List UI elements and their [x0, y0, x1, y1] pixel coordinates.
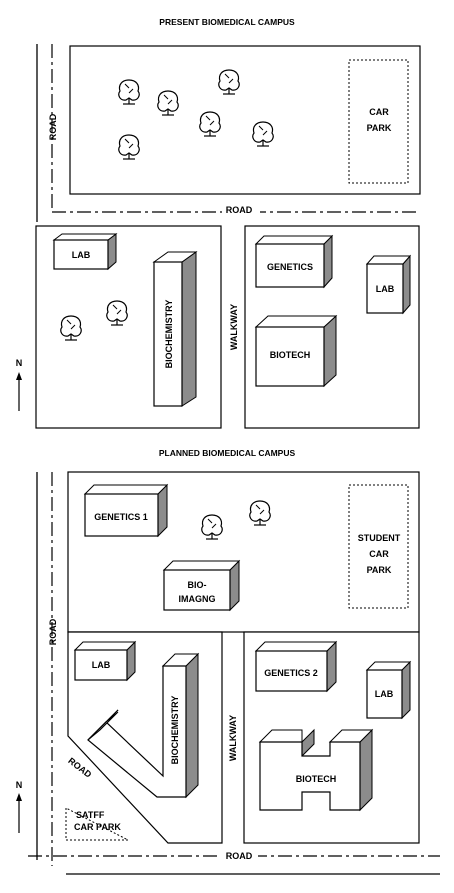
- present-title: PRESENT BIOMEDICAL CAMPUS: [159, 17, 295, 27]
- planned-genetics-2: [255, 650, 328, 692]
- present-north-label: N: [16, 358, 23, 368]
- present-road-south-label: ROAD: [226, 205, 253, 215]
- planned-road-west-label: ROAD: [48, 618, 58, 645]
- present-car-park: [348, 59, 409, 184]
- planned-student-car-park-label-3: PARK: [367, 565, 392, 575]
- planned-biochemistry-label: BIOCHEMISTRY: [170, 696, 180, 765]
- planned-bio-imaging-label-1: BIO-: [188, 580, 207, 590]
- present-genetics: [255, 243, 325, 288]
- present-biochemistry-label: BIOCHEMISTRY: [164, 300, 174, 369]
- present-lab-label: LAB: [72, 250, 91, 260]
- present-biotech-label: BIOTECH: [270, 350, 311, 360]
- north-arrow-icon: [16, 372, 22, 411]
- planned-bio-imaging-label-2: IMAGNG: [179, 594, 216, 604]
- planned-lab-east: [366, 669, 403, 719]
- planned-student-car-park-label-1: STUDENT: [358, 533, 401, 543]
- planned-lab-label: LAB: [92, 660, 111, 670]
- present-lab: [53, 239, 109, 270]
- present-car-park-label-1: CAR: [369, 107, 389, 117]
- present-genetics-label: GENETICS: [267, 262, 313, 272]
- planned-lab: [74, 649, 128, 681]
- present-lab-east: [366, 263, 404, 314]
- planned-biochemistry: [87, 652, 200, 799]
- planned-genetics-2-label: GENETICS 2: [264, 668, 318, 678]
- present-car-park-label-2: PARK: [367, 123, 392, 133]
- present-biotech: [255, 326, 325, 387]
- planned-title: PLANNED BIOMEDICAL CAMPUS: [159, 448, 296, 458]
- planned-staff-car-park: [65, 807, 129, 841]
- present-biochemistry: [153, 261, 183, 407]
- planned-bio-imaging: [163, 569, 231, 611]
- present-north-block: [69, 45, 421, 195]
- present-road-west-label: ROAD: [48, 113, 58, 140]
- planned-lab-east-label: LAB: [375, 689, 394, 699]
- planned-student-car-park: [348, 484, 409, 609]
- planned-staff-car-park-label-2: CAR PARK: [74, 822, 121, 832]
- planned-student-car-park-label-2: CAR: [369, 549, 389, 559]
- planned-genetics-1-label: GENETICS 1: [94, 512, 148, 522]
- planned-genetics-1: [84, 493, 159, 537]
- planned-road-south-label: ROAD: [226, 851, 253, 861]
- planned-biotech: [258, 728, 374, 812]
- present-lab-east-label: LAB: [376, 284, 395, 294]
- planned-staff-car-park-label-1: SATFF: [76, 810, 105, 820]
- present-walkway-label: WALKWAY: [229, 304, 239, 350]
- planned-biotech-label: BIOTECH: [296, 774, 337, 784]
- north-arrow-icon: [16, 793, 22, 833]
- planned-north-label: N: [16, 780, 23, 790]
- planned-walkway-label: WALKWAY: [228, 715, 238, 761]
